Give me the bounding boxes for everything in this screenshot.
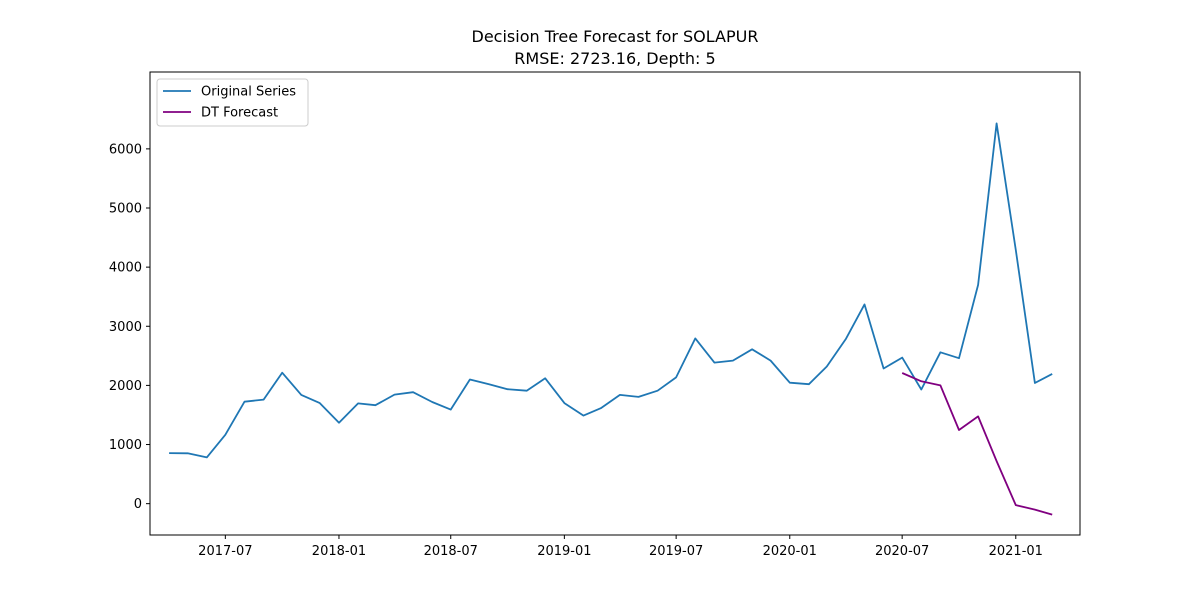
legend-box xyxy=(156,78,309,127)
series-line-original-series xyxy=(169,122,1053,459)
plot-area xyxy=(149,71,1081,536)
plot-frame xyxy=(149,71,1081,536)
y-tick-label: 4000 xyxy=(109,261,142,276)
x-tick-label: 2019-01 xyxy=(537,544,591,559)
x-tick-label: 2018-01 xyxy=(312,544,366,559)
y-tick-label: 3000 xyxy=(109,320,142,335)
x-tick-label: 2020-07 xyxy=(875,544,929,559)
y-tick-label: 6000 xyxy=(109,142,142,157)
x-tick-label: 2021-01 xyxy=(989,544,1043,559)
x-tick-label: 2020-01 xyxy=(763,544,817,559)
series-layer xyxy=(169,122,1053,516)
chart-title: Decision Tree Forecast for SOLAPUR xyxy=(472,27,759,46)
y-axis: 0 1000 2000 3000 4000 5000 6000 xyxy=(109,142,150,512)
chart-subtitle: RMSE: 2723.16, Depth: 5 xyxy=(514,49,715,68)
x-tick-label: 2019-07 xyxy=(649,544,703,559)
y-tick-label: 2000 xyxy=(109,379,142,394)
x-tick-label: 2018-07 xyxy=(424,544,478,559)
legend-label: Original Series xyxy=(201,85,296,100)
legend: Original Series DT Forecast xyxy=(156,78,309,127)
x-axis: 2017-07 2018-01 2018-07 2019-01 2019-07 2020-… xyxy=(198,535,1043,559)
y-tick-label: 5000 xyxy=(109,202,142,217)
y-tick-label: 1000 xyxy=(109,438,142,453)
series-line-dt-forecast xyxy=(901,372,1053,516)
x-tick-label: 2017-07 xyxy=(198,544,252,559)
y-tick-label: 0 xyxy=(134,497,142,512)
legend-label: DT Forecast xyxy=(201,106,278,121)
